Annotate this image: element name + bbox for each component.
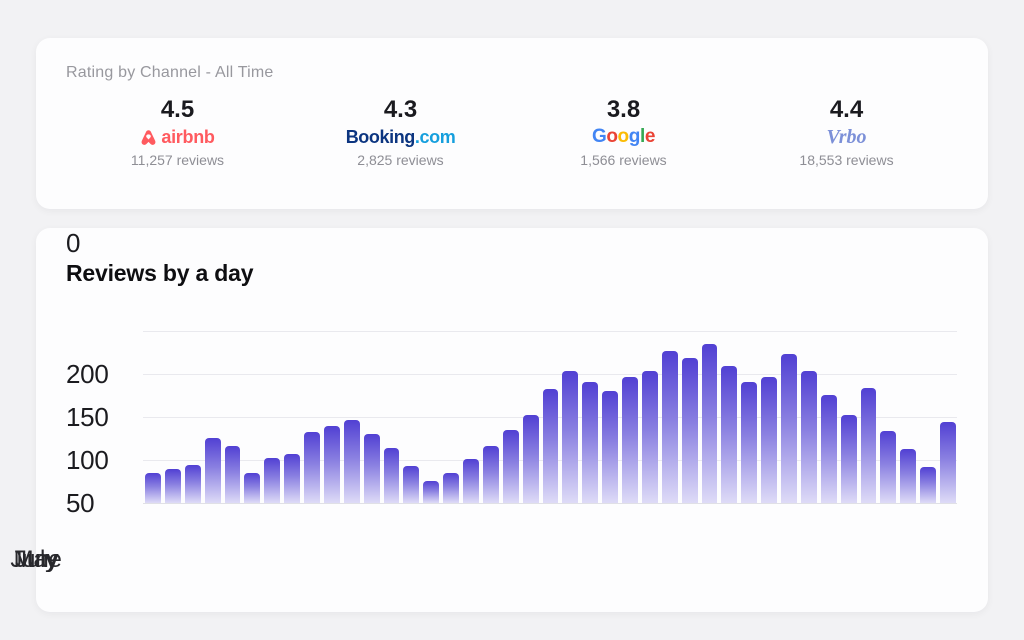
vrbo-wordmark: Vrbo — [826, 125, 867, 148]
review-count-bar[interactable] — [323, 426, 340, 503]
review-count-bar[interactable] — [522, 415, 539, 503]
review-count-bar[interactable] — [701, 344, 718, 503]
booking-wordmark-com: .com — [414, 126, 456, 147]
vrbo-review-count: 18,553 reviews — [799, 152, 894, 168]
booking-rating-value: 4.3 — [383, 96, 418, 123]
review-count-bar[interactable] — [641, 371, 658, 503]
airbnb-wordmark: airbnb — [161, 126, 215, 147]
y-axis-tick-100: 100 — [66, 445, 109, 475]
review-count-bar[interactable] — [443, 473, 459, 503]
bar-chart-plot-area — [143, 331, 957, 504]
booking-wordmark: Booking — [345, 126, 416, 147]
booking-logo: Booking.com — [316, 125, 486, 149]
google-letter: o — [617, 126, 630, 147]
channel-google: 3.8 Google 1,566 reviews — [539, 96, 709, 168]
google-letter: G — [591, 126, 607, 147]
vrbo-rating-value: 4.4 — [829, 96, 864, 123]
review-count-bar[interactable] — [900, 449, 917, 503]
review-count-bar[interactable] — [403, 466, 420, 503]
review-count-bar[interactable] — [820, 395, 837, 503]
channel-vrbo: 4.4 Vrbo 18,553 reviews — [762, 96, 932, 168]
gridline-0 — [143, 503, 957, 504]
airbnb-rating-value: 4.5 — [160, 96, 195, 123]
x-axis-label-july: July — [15, 546, 57, 573]
review-count-bar[interactable] — [542, 389, 559, 503]
x-axis-label-june: June — [10, 546, 62, 573]
review-count-bar[interactable] — [562, 371, 579, 503]
review-count-bar[interactable] — [482, 446, 499, 503]
google-wordmark: Google — [591, 126, 656, 148]
airbnb-review-count: 11,257 reviews — [130, 152, 225, 168]
review-count-bar[interactable] — [463, 459, 479, 503]
review-count-bar[interactable] — [284, 454, 300, 503]
review-count-bar[interactable] — [145, 473, 161, 503]
y-axis-tick-200: 200 — [66, 359, 109, 389]
booking-review-count: 2,825 reviews — [357, 152, 444, 168]
google-letter: g — [628, 126, 641, 147]
google-review-count: 1,566 reviews — [580, 152, 667, 168]
review-count-bar[interactable] — [880, 431, 897, 503]
y-axis-tick-0: 0 — [66, 228, 81, 258]
bar-series — [145, 331, 956, 503]
review-count-bar[interactable] — [781, 354, 797, 503]
review-count-bar[interactable] — [582, 382, 599, 503]
channel-stats-row: 4.5 airbnb 11,257 reviews 4.3 Booking.co… — [36, 96, 988, 168]
channel-booking: 4.3 Booking.com 2,825 reviews — [316, 96, 486, 168]
y-axis-tick-50: 50 — [66, 488, 95, 518]
google-logo: Google — [539, 125, 709, 149]
google-rating-value: 3.8 — [606, 96, 641, 123]
y-axis-tick-150: 150 — [66, 402, 109, 432]
google-letter: l — [639, 126, 645, 147]
review-count-bar[interactable] — [800, 371, 817, 503]
google-letter: e — [644, 126, 656, 147]
review-count-bar[interactable] — [264, 458, 281, 503]
review-count-bar[interactable] — [602, 391, 618, 503]
review-count-bar[interactable] — [502, 430, 519, 503]
review-count-bar[interactable] — [661, 351, 678, 503]
review-count-bar[interactable] — [920, 467, 936, 503]
airbnb-belo-icon — [140, 129, 157, 146]
review-count-bar[interactable] — [940, 422, 956, 503]
review-count-bar[interactable] — [304, 432, 320, 503]
reviews-by-day-card: Reviews by a day 200 150 100 50 0 May Ju… — [10, 228, 988, 612]
review-count-bar[interactable] — [383, 448, 400, 503]
review-count-bar[interactable] — [622, 377, 638, 503]
review-count-bar[interactable] — [184, 465, 201, 503]
rating-card-title: Rating by Channel - All Time — [66, 64, 274, 81]
rating-by-channel-card: Rating by Channel - All Time 4.5 airbnb … — [36, 38, 988, 209]
review-count-bar[interactable] — [363, 434, 380, 503]
gridline-150 — [143, 374, 957, 375]
review-count-bar[interactable] — [741, 382, 758, 503]
review-count-bar[interactable] — [721, 366, 738, 503]
review-count-bar[interactable] — [860, 388, 877, 503]
review-count-bar[interactable] — [224, 446, 241, 503]
google-letter: o — [606, 126, 618, 147]
review-count-bar[interactable] — [840, 415, 857, 503]
channel-airbnb: 4.5 airbnb 11,257 reviews — [93, 96, 263, 168]
x-axis-label-may: May — [13, 546, 59, 573]
review-count-bar[interactable] — [204, 438, 221, 503]
review-count-bar[interactable] — [164, 469, 181, 503]
review-count-bar[interactable] — [761, 377, 777, 503]
gridline-200 — [143, 331, 957, 332]
vrbo-logo: Vrbo — [762, 125, 932, 149]
review-count-bar[interactable] — [423, 481, 440, 503]
chart-title: Reviews by a day — [66, 260, 254, 286]
review-count-bar[interactable] — [244, 473, 261, 503]
review-count-bar[interactable] — [343, 420, 360, 503]
review-count-bar[interactable] — [681, 358, 698, 503]
airbnb-logo: airbnb — [93, 125, 263, 149]
